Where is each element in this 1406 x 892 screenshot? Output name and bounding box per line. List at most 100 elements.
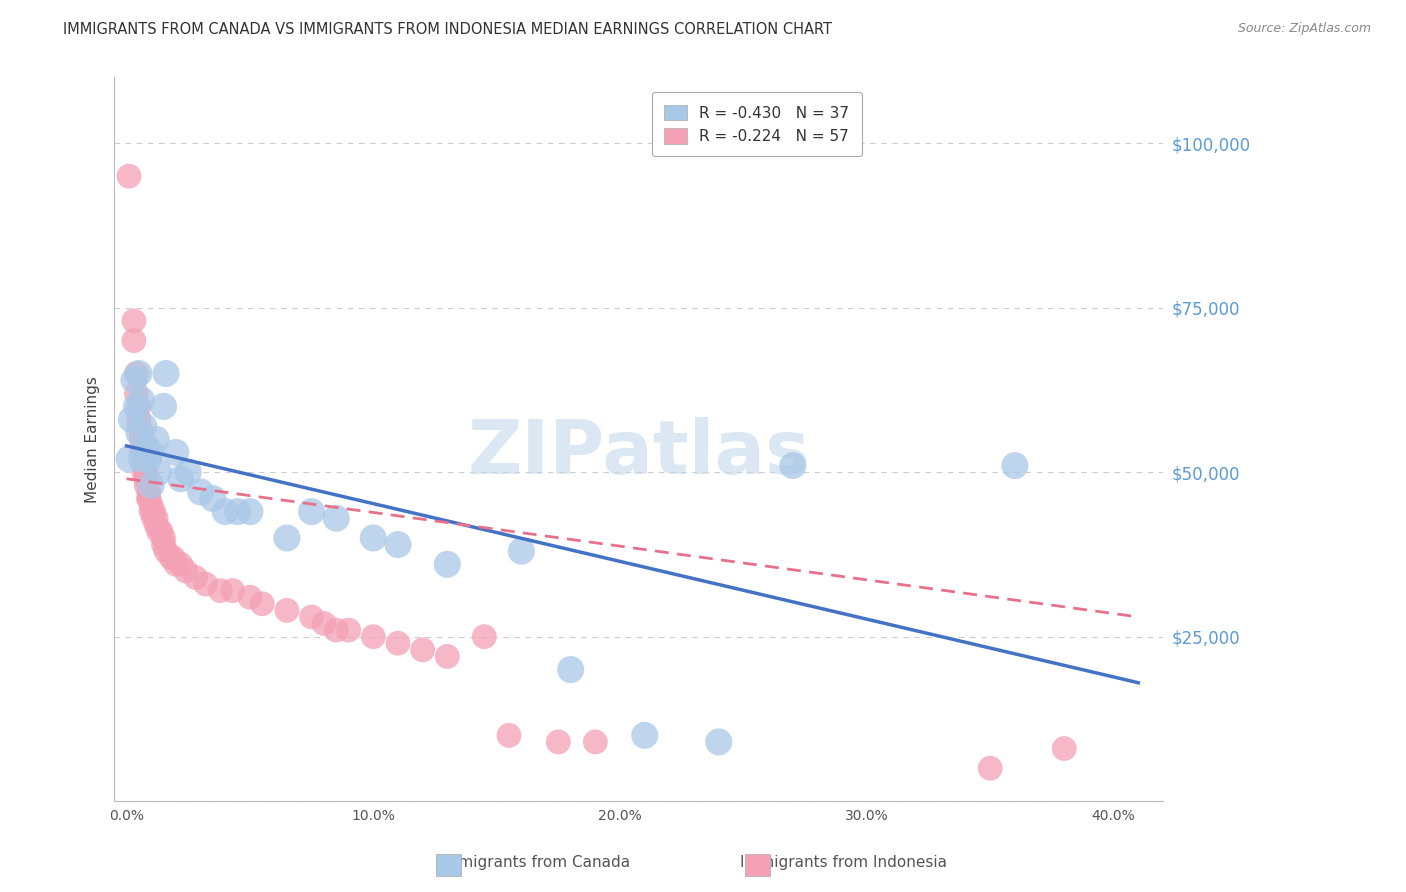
Point [301, 610, 323, 624]
Point [121, 412, 143, 426]
Point [148, 524, 170, 539]
Point [135, 472, 157, 486]
Point [184, 570, 207, 584]
Text: IMMIGRANTS FROM CANADA VS IMMIGRANTS FROM INDONESIA MEDIAN EARNINGS CORRELATION : IMMIGRANTS FROM CANADA VS IMMIGRANTS FRO… [63, 22, 832, 37]
Text: Source: ZipAtlas.com: Source: ZipAtlas.com [1237, 22, 1371, 36]
Point [170, 472, 193, 486]
Point [412, 643, 434, 657]
Point [361, 630, 384, 644]
Point [155, 544, 177, 558]
Point [162, 550, 184, 565]
Point [276, 531, 298, 545]
Point [138, 452, 160, 467]
Point [131, 392, 153, 407]
Point [979, 761, 1001, 775]
Point [387, 537, 409, 551]
Point [138, 484, 160, 499]
Point [510, 544, 533, 558]
Point [141, 478, 163, 492]
Point [135, 439, 157, 453]
Point [174, 564, 197, 578]
Text: ZIPatlas: ZIPatlas [467, 417, 810, 491]
Point [194, 577, 217, 591]
Point [125, 386, 148, 401]
Point [634, 728, 657, 742]
Point [128, 400, 150, 414]
Point [152, 531, 174, 545]
Point [1053, 741, 1076, 756]
Point [128, 425, 150, 440]
Point [132, 465, 155, 479]
Point [1004, 458, 1026, 473]
Point [142, 511, 165, 525]
Point [132, 452, 155, 467]
Point [312, 616, 335, 631]
Point [707, 735, 730, 749]
Point [214, 505, 236, 519]
Point [122, 314, 145, 328]
Point [122, 334, 145, 348]
Point [128, 367, 150, 381]
Point [142, 505, 165, 519]
Point [560, 663, 582, 677]
Point [138, 491, 160, 506]
Point [782, 458, 804, 473]
Point [226, 505, 249, 519]
Point [132, 419, 155, 434]
Point [122, 373, 145, 387]
Point [141, 445, 163, 459]
Point [165, 558, 187, 572]
Point [125, 367, 148, 381]
Point [128, 412, 150, 426]
Point [141, 498, 163, 512]
Text: Immigrants from Indonesia: Immigrants from Indonesia [740, 855, 948, 870]
Point [436, 649, 458, 664]
Point [131, 425, 153, 440]
Point [128, 419, 150, 434]
Point [160, 550, 183, 565]
Point [361, 531, 384, 545]
Point [387, 636, 409, 650]
Point [145, 511, 167, 525]
Point [325, 511, 347, 525]
Point [131, 432, 153, 446]
Point [201, 491, 224, 506]
Point [301, 505, 323, 519]
Point [472, 630, 495, 644]
Point [152, 400, 174, 414]
Point [498, 728, 520, 742]
Point [118, 452, 141, 467]
Point [165, 445, 187, 459]
Point [583, 735, 606, 749]
Point [135, 465, 157, 479]
Point [239, 505, 262, 519]
Point [252, 597, 274, 611]
Point [118, 169, 141, 183]
Point [547, 735, 569, 749]
Point [148, 465, 170, 479]
Point [177, 465, 200, 479]
Point [239, 590, 262, 604]
Point [125, 400, 148, 414]
Point [170, 558, 193, 572]
Point [131, 452, 153, 467]
Point [155, 367, 177, 381]
Point [145, 432, 167, 446]
Point [190, 484, 212, 499]
Point [145, 517, 167, 532]
Point [337, 623, 360, 637]
Point [138, 491, 160, 506]
Point [436, 558, 458, 572]
Point [325, 623, 347, 637]
Point [276, 603, 298, 617]
Legend: R = -0.430   N = 37, R = -0.224   N = 57: R = -0.430 N = 37, R = -0.224 N = 57 [652, 92, 862, 156]
Point [141, 505, 163, 519]
Text: Immigrants from Canada: Immigrants from Canada [439, 855, 630, 870]
Point [209, 583, 232, 598]
Point [135, 478, 157, 492]
Point [152, 537, 174, 551]
Point [131, 445, 153, 459]
Y-axis label: Median Earnings: Median Earnings [86, 376, 100, 503]
Point [221, 583, 243, 598]
Point [132, 458, 155, 473]
